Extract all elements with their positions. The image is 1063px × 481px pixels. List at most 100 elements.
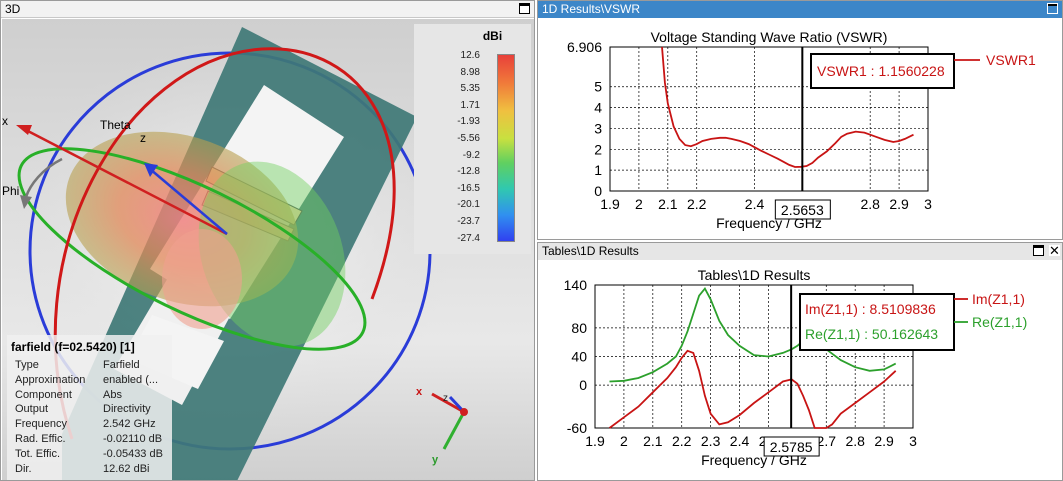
z-axis-arrow — [144, 163, 158, 177]
marker-value-label: VSWR1 : 1.1560228 — [817, 63, 945, 79]
legend-tick: -9.2 — [462, 149, 480, 161]
legend-tick: 8.98 — [460, 66, 480, 78]
center-lobe — [162, 229, 242, 329]
phi-label: Phi — [2, 184, 19, 198]
x-tick-label: 2.4 — [745, 196, 765, 212]
info-value: Farfield — [103, 359, 140, 371]
x-tick-label: 3 — [924, 196, 932, 212]
window-tables: Tables\1D Results ✕ Tables\1D Results 1.9… — [537, 242, 1063, 481]
phi-arc — [24, 157, 63, 198]
y-tick-label: 80 — [571, 320, 587, 336]
y-tick-label: 1 — [594, 162, 602, 178]
x-tick-label: 2.2 — [672, 433, 692, 449]
y-tick-label: 0 — [594, 183, 602, 199]
x-tick-label: 2 — [620, 433, 628, 449]
legend-color-bar — [497, 54, 515, 242]
x-tick-label: 2.2 — [687, 196, 707, 212]
marker-re-label: Re(Z1,1) : 50.162643 — [805, 326, 938, 342]
info-label: Component — [15, 388, 72, 401]
z-axis-label: z — [140, 131, 146, 145]
info-value: 12.62 dBi — [103, 462, 150, 475]
plot-frame — [594, 284, 914, 429]
y-tick-label: 6.906 — [567, 39, 602, 55]
window-tables-title: Tables\1D Results — [542, 244, 639, 258]
x-tick-label: 2.8 — [845, 433, 865, 449]
x-tick-label: 2.9 — [874, 433, 894, 449]
legend-tick: 1.71 — [460, 99, 480, 111]
y-tick-label: 140 — [564, 277, 588, 293]
info-value: 2.542 GHz — [103, 418, 156, 431]
x-tick-label: 2.4 — [730, 433, 750, 449]
theta-label: Theta — [100, 118, 131, 132]
info-label: Approximation — [15, 373, 86, 386]
x-tick-label: 2.3 — [701, 433, 721, 449]
window-vswr: 1D Results\VSWR Voltage Standing Wave Ra… — [537, 0, 1063, 240]
y-tick-label: 0 — [579, 377, 587, 393]
y-tick-label: 4 — [594, 100, 602, 116]
info-header: farfield (f=02.5420) [1] — [11, 340, 135, 354]
info-label: Tot. Effic. — [15, 447, 61, 460]
close-button[interactable]: ✕ — [1049, 243, 1060, 258]
series-line — [609, 286, 897, 383]
series-line — [661, 46, 914, 168]
vswr-chart[interactable]: Voltage Standing Wave Ratio (VSWR) 1.9 2 2.… — [538, 18, 1062, 239]
legend-tick: -1.93 — [457, 116, 480, 128]
legend-tick: -12.8 — [457, 166, 480, 178]
x-tick-label: 1.9 — [585, 433, 605, 449]
legend-tick: 12.6 — [460, 50, 480, 61]
info-label: Output — [15, 403, 49, 416]
y-tick-label: 5 — [594, 79, 602, 95]
marker-im-label: Im(Z1,1) : 8.5109836 — [805, 301, 936, 317]
gizmo-z-label: z — [443, 393, 448, 404]
legend-unit: dBi — [482, 29, 503, 43]
maximize-button[interactable] — [1047, 3, 1058, 14]
phi-arrow — [20, 195, 32, 209]
marker-value-box — [799, 293, 955, 351]
info-label: Rad. Effic. — [15, 433, 66, 445]
info-label: Type — [15, 359, 39, 371]
y-tick-label: 2 — [594, 141, 602, 157]
x-tick-label: 2.7 — [817, 433, 837, 449]
x-tick-label: 2.9 — [889, 196, 909, 212]
legend-tick: 5.35 — [460, 83, 480, 95]
plot-frame — [609, 46, 929, 192]
maximize-button[interactable] — [519, 3, 530, 14]
x-tick-label: 2 — [635, 196, 643, 212]
info-value: -0.02110 dB — [103, 433, 163, 445]
legend-tick: -5.56 — [457, 133, 480, 144]
gizmo-y-label: y — [432, 454, 439, 466]
x-tick-label: 2.8 — [860, 196, 880, 212]
y-tick-label: 40 — [571, 349, 587, 365]
window-vswr-title: 1D Results\VSWR — [542, 2, 641, 16]
info-value: -0.05433 dB — [103, 447, 163, 460]
info-value: Abs — [103, 388, 122, 401]
legend-vswr: VSWR1 — [986, 52, 1036, 68]
color-legend: dBi 12.6 8.98 5.35 1.71 -1.93 -5.56 -9.2 -12.8 -… — [414, 24, 531, 254]
legend-re: Re(Z1,1) — [972, 314, 1027, 330]
gizmo-x-label: x — [416, 386, 423, 398]
marker-x-box — [774, 199, 831, 220]
gizmo-y-axis — [442, 411, 466, 450]
theta-ellipse — [17, 147, 367, 351]
x-tick-label: 3 — [909, 433, 917, 449]
x-tick-label: 2.1 — [643, 433, 663, 449]
legend-tick: -16.5 — [457, 182, 480, 194]
impedance-chart[interactable]: Tables\1D Results1.922.12.22.32.42.52.72… — [538, 260, 1062, 480]
marker-x-label: 2.5785 — [770, 439, 813, 455]
x-axis-label: x — [2, 114, 8, 128]
info-value: enabled (... — [103, 373, 159, 386]
window-3d-title: 3D — [5, 2, 21, 16]
theta-arc — [53, 47, 396, 440]
x-axis-line — [23, 127, 228, 236]
window-vswr-titlebar: 1D Results\VSWR — [538, 1, 1062, 18]
maximize-button[interactable] — [1033, 245, 1044, 256]
y-tick-label: 3 — [594, 120, 602, 136]
main-lobe — [65, 131, 299, 307]
window-3d: 3D — [0, 0, 535, 481]
window-3d-titlebar: 3D — [1, 1, 534, 18]
x-tick-label: 2.1 — [658, 196, 678, 212]
gizmo-origin — [460, 408, 468, 416]
legend-tick: -23.7 — [457, 216, 480, 227]
series-line — [608, 349, 897, 429]
window-tables-titlebar: Tables\1D Results ✕ — [538, 243, 1062, 260]
